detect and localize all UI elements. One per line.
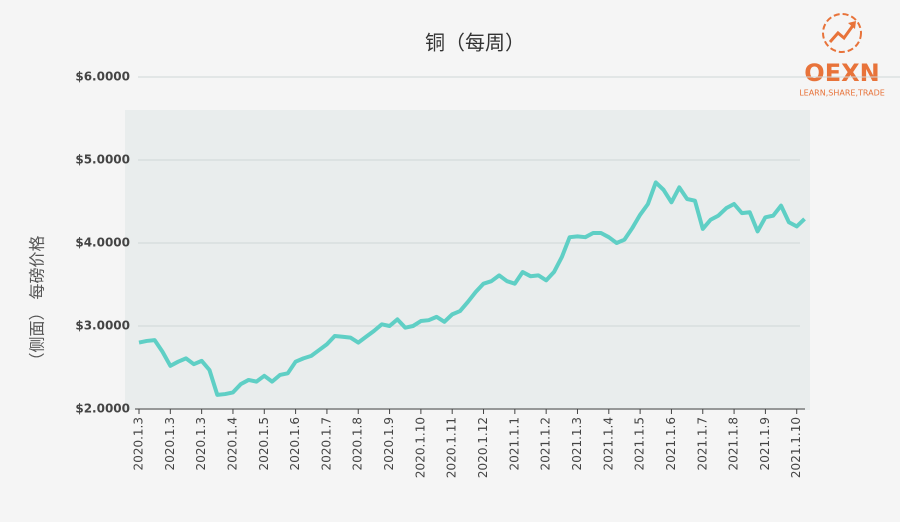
y-axis-label: （侧面） 每磅价格 (28, 235, 47, 368)
y-tick-label: $4.0000 (75, 236, 130, 250)
logo: OEXN LEARN,SHARE,TRADE (799, 13, 885, 98)
x-tick-label: 2020.1.4 (225, 417, 239, 470)
x-tick-label: 2020.1.3 (132, 417, 146, 470)
logo-arrowhead (848, 21, 856, 29)
x-tick-label: 2021.1.5 (633, 417, 647, 470)
x-tick-label: 2020.1.7 (319, 417, 333, 470)
x-tick-label: 2020.1.10 (413, 417, 427, 478)
data-line (138, 180, 806, 397)
x-tick-label: 2020.1.8 (351, 417, 365, 470)
plot-area (125, 110, 810, 410)
x-tick-label: 2021.1.3 (570, 417, 584, 470)
y-tick-label: $3.0000 (75, 319, 130, 333)
x-tick-label: 2020.1.11 (445, 417, 459, 478)
x-tick-label: 2020.1.3 (194, 417, 208, 470)
x-tick-label: 2021.1.10 (789, 417, 803, 478)
x-tick-label: 2021.1.7 (695, 417, 709, 470)
x-tick-label: 2021.1.1 (507, 417, 521, 470)
x-tick-label: 2020.1.9 (382, 417, 396, 470)
x-tick-label: 2021.1.6 (664, 417, 678, 470)
logo-ring (822, 13, 862, 53)
logo-tagline: LEARN,SHARE,TRADE (799, 89, 885, 98)
x-tick-label: 2020.1.5 (257, 417, 271, 470)
x-tick-label: 2021.1.8 (727, 417, 741, 470)
logo-name: OEXN (804, 59, 879, 87)
logo-arrow (828, 23, 856, 43)
y-tick-label: $5.0000 (75, 153, 130, 167)
x-tick-label: 2021.1.4 (601, 417, 615, 470)
y-tick-label: $6.0000 (75, 70, 130, 84)
x-tick-label: 2020.1.3 (163, 417, 177, 470)
x-tick-label: 2021.1.2 (539, 417, 553, 470)
y-tick-label: $2.0000 (75, 402, 130, 416)
x-tick-label: 2020.1.12 (476, 417, 490, 478)
chart-title: 铜（每周） (425, 31, 525, 55)
x-tick-label: 2020.1.6 (288, 417, 302, 470)
x-tick-label: 2021.1.9 (758, 417, 772, 470)
